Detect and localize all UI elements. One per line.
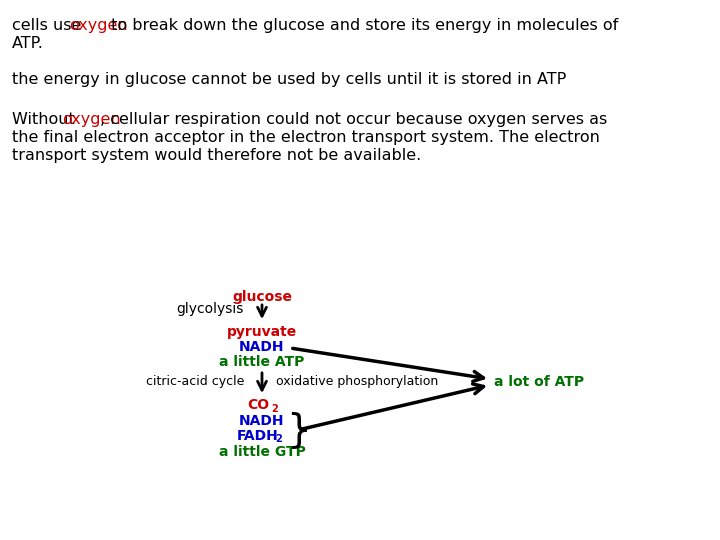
Text: NADH: NADH <box>239 340 284 354</box>
Text: oxygen: oxygen <box>68 18 127 33</box>
Text: CO: CO <box>247 398 269 412</box>
Text: citric-acid cycle: citric-acid cycle <box>145 375 244 388</box>
Text: FADH: FADH <box>237 429 279 443</box>
Text: oxidative phosphorylation: oxidative phosphorylation <box>276 375 438 388</box>
Text: a little ATP: a little ATP <box>220 355 305 369</box>
Text: a lot of ATP: a lot of ATP <box>494 375 584 389</box>
Text: glycolysis: glycolysis <box>176 302 244 316</box>
Text: ATP.: ATP. <box>12 36 44 51</box>
Text: the final electron acceptor in the electron transport system. The electron: the final electron acceptor in the elect… <box>12 130 600 145</box>
Text: NADH: NADH <box>239 414 284 428</box>
Text: cells use: cells use <box>12 18 86 33</box>
Text: to break down the glucose and store its energy in molecules of: to break down the glucose and store its … <box>107 18 618 33</box>
Text: oxygen: oxygen <box>63 112 121 127</box>
Text: }: } <box>286 411 311 449</box>
Text: transport system would therefore not be available.: transport system would therefore not be … <box>12 148 421 163</box>
Text: Without: Without <box>12 112 80 127</box>
Text: glucose: glucose <box>232 290 292 304</box>
Text: a little GTP: a little GTP <box>219 445 305 459</box>
Text: the energy in glucose cannot be used by cells until it is stored in ATP: the energy in glucose cannot be used by … <box>12 72 566 87</box>
Text: , cellular respiration could not occur because oxygen serves as: , cellular respiration could not occur b… <box>100 112 608 127</box>
Text: 2: 2 <box>271 404 278 414</box>
Text: 2: 2 <box>275 434 282 444</box>
Text: pyruvate: pyruvate <box>227 325 297 339</box>
